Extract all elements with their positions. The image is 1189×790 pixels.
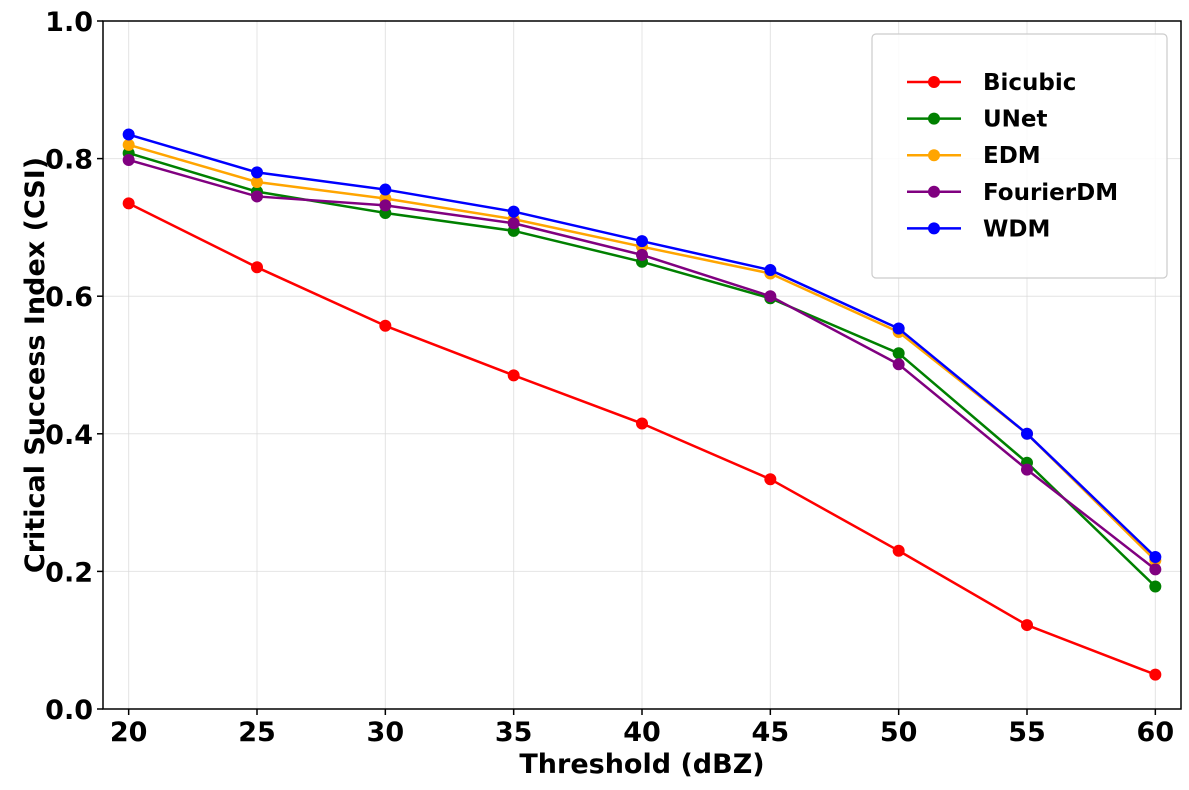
y-tick-label: 0.4 [45, 420, 93, 451]
legend-label: EDM [983, 143, 1041, 169]
legend-item-fourierdm: FourierDM [907, 180, 1118, 206]
data-point [379, 319, 392, 332]
data-point [892, 544, 905, 557]
data-point [892, 322, 905, 335]
y-tick-label: 1.0 [45, 7, 93, 38]
series-layer [122, 128, 1162, 681]
legend-label: FourierDM [983, 180, 1118, 206]
data-point [1021, 463, 1033, 476]
data-point [379, 199, 392, 212]
legend-label: UNet [983, 107, 1048, 133]
series-wdm [122, 128, 1162, 563]
x-tick-label: 50 [880, 717, 918, 748]
legend-marker [928, 112, 940, 125]
data-point [1149, 580, 1162, 593]
data-point [892, 347, 905, 360]
x-tick-label: 45 [752, 717, 790, 748]
legend: Bicubic UNet EDM FourierDM WDM [871, 33, 1168, 279]
data-point [764, 264, 777, 277]
data-point [122, 138, 135, 151]
x-tick-label: 30 [367, 717, 405, 748]
y-tick-label: 0.8 [45, 145, 93, 176]
data-point [507, 369, 520, 382]
data-point [1021, 427, 1033, 440]
data-point [764, 473, 777, 486]
data-point [1149, 550, 1162, 563]
data-point [1021, 619, 1033, 632]
data-point [892, 358, 905, 371]
data-point [251, 175, 263, 188]
legend-marker [928, 76, 940, 88]
data-point [1149, 563, 1162, 576]
legend-marker [928, 222, 940, 235]
data-point [251, 166, 263, 179]
data-point [1149, 668, 1162, 681]
y-tick-label: 0.0 [45, 695, 93, 726]
x-axis-ticks: 20 25 30 35 40 45 50 55 60 [110, 709, 1174, 748]
data-point [636, 248, 648, 261]
data-point [122, 197, 135, 210]
y-tick-label: 0.6 [45, 282, 93, 313]
x-axis-label: Threshold (dBZ) [519, 749, 764, 780]
legend-marker [928, 185, 940, 198]
data-point [122, 153, 135, 166]
data-point [251, 190, 263, 203]
legend-item-edm: EDM [907, 143, 1041, 169]
data-point [251, 261, 263, 274]
x-tick-label: 55 [1008, 717, 1046, 748]
x-tick-label: 60 [1137, 717, 1175, 748]
data-point [379, 183, 392, 196]
x-tick-label: 40 [623, 717, 661, 748]
data-point [764, 290, 777, 303]
legend-item-bicubic: Bicubic [907, 70, 1076, 96]
legend-frame [871, 33, 1168, 279]
y-axis-label: Critical Success Index (CSI) [20, 157, 51, 573]
series-fourierdm [122, 153, 1162, 576]
legend-item-unet: UNet [907, 107, 1048, 133]
x-tick-label: 35 [495, 717, 533, 748]
y-axis-ticks: 0.0 0.2 0.4 0.6 0.8 1.0 [45, 7, 103, 726]
x-tick-label: 20 [110, 717, 148, 748]
data-point [636, 417, 648, 430]
data-point [507, 205, 520, 218]
legend-label: WDM [983, 216, 1050, 242]
series-bicubic [122, 197, 1162, 681]
legend-marker [928, 149, 940, 162]
data-point [636, 235, 648, 248]
x-tick-label: 25 [238, 717, 276, 748]
legend-item-wdm: WDM [907, 216, 1050, 242]
data-point [507, 217, 520, 230]
data-point [122, 128, 135, 141]
y-tick-label: 0.2 [45, 557, 93, 588]
legend-label: Bicubic [983, 70, 1076, 96]
